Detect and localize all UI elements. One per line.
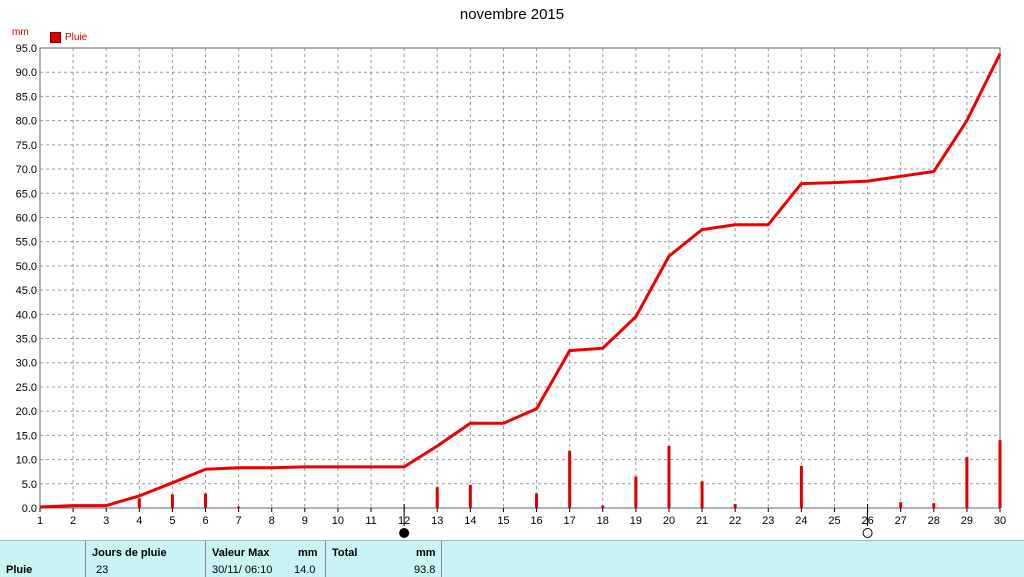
x-tick-label: 7 bbox=[236, 515, 242, 527]
y-tick-label: 55.0 bbox=[16, 237, 37, 249]
x-tick-label: 14 bbox=[464, 515, 476, 527]
x-tick-label: 3 bbox=[103, 515, 109, 527]
legend-label: Pluie bbox=[65, 32, 88, 43]
daily-rain-bar bbox=[799, 465, 803, 508]
total-unit: mm bbox=[416, 547, 436, 559]
x-tick-label: 9 bbox=[302, 515, 308, 527]
daily-rain-bar bbox=[237, 506, 241, 508]
y-tick-label: 45.0 bbox=[16, 285, 37, 297]
full-moon-icon bbox=[862, 528, 873, 538]
legend-swatch bbox=[50, 32, 61, 43]
valmax-value: 14.0 bbox=[294, 564, 316, 576]
footer-row-label: Pluie bbox=[6, 564, 33, 576]
x-tick-label: 10 bbox=[332, 515, 344, 527]
daily-rain-bar bbox=[468, 484, 472, 508]
daily-rain-bar bbox=[733, 504, 737, 508]
x-tick-label: 15 bbox=[497, 515, 509, 527]
x-tick-label: 18 bbox=[597, 515, 609, 527]
total-value: 93.8 bbox=[414, 564, 436, 576]
x-tick-label: 30 bbox=[994, 515, 1006, 527]
jours-value: 23 bbox=[96, 564, 109, 576]
x-tick-label: 27 bbox=[895, 515, 907, 527]
y-tick-label: 80.0 bbox=[16, 116, 37, 128]
daily-rain-bar bbox=[700, 481, 704, 508]
footer-total-cell: Total mm 93.8 bbox=[326, 541, 442, 577]
x-tick-label: 8 bbox=[269, 515, 275, 527]
y-tick-label: 0.0 bbox=[22, 503, 37, 515]
y-tick-label: 10.0 bbox=[16, 455, 37, 467]
rain-chart: 0.0 5.0 10.0 15.0 20.0 25.0 30.0 35.0 40.0 45.0 50… bbox=[16, 43, 1006, 538]
valmax-unit: mm bbox=[298, 547, 318, 559]
footer-valmax-cell: Valeur Max mm 30/11/ 06:10 14.0 bbox=[206, 541, 326, 577]
daily-rain-bar bbox=[535, 493, 539, 508]
new-moon-icon bbox=[399, 528, 410, 538]
y-tick-label: 70.0 bbox=[16, 164, 37, 176]
daily-rain-bar bbox=[899, 502, 903, 508]
y-tick-label: 75.0 bbox=[16, 140, 37, 152]
footer-jours-cell: Jours de pluie 23 bbox=[86, 541, 206, 577]
y-tick-label: 65.0 bbox=[16, 188, 37, 200]
x-tick-label: 11 bbox=[365, 515, 376, 527]
daily-rain-bar bbox=[998, 440, 1002, 508]
daily-rain-bar bbox=[932, 503, 936, 508]
y-tick-label: 25.0 bbox=[16, 382, 37, 394]
x-tick-label: 1 bbox=[37, 515, 43, 527]
y-tick-label: 85.0 bbox=[16, 91, 37, 103]
x-tick-label: 2 bbox=[70, 515, 76, 527]
x-tick-label: 22 bbox=[729, 515, 741, 527]
x-tick-label: 6 bbox=[202, 515, 208, 527]
x-tick-label: 24 bbox=[795, 515, 807, 527]
total-label: Total bbox=[332, 547, 358, 559]
x-tick-label: 4 bbox=[136, 515, 142, 527]
summary-footer: Pluie Jours de pluie 23 Valeur Max mm 30… bbox=[0, 540, 1024, 577]
daily-rain-bar bbox=[601, 505, 605, 508]
x-tick-label: 25 bbox=[828, 515, 840, 527]
x-tick-label: 23 bbox=[762, 515, 774, 527]
y-tick-label: 30.0 bbox=[16, 358, 37, 370]
x-tick-label: 21 bbox=[696, 515, 708, 527]
y-tick-label: 5.0 bbox=[22, 479, 37, 491]
valmax-label: Valeur Max bbox=[212, 547, 270, 559]
jours-label: Jours de pluie bbox=[92, 547, 167, 559]
y-unit-label: mm bbox=[12, 27, 29, 38]
y-tick-label: 90.0 bbox=[16, 67, 37, 79]
x-tick-label: 29 bbox=[961, 515, 973, 527]
daily-rain-bar bbox=[667, 446, 671, 508]
y-tick-label: 50.0 bbox=[16, 261, 37, 273]
daily-rain-bar bbox=[204, 493, 208, 508]
daily-rain-bar bbox=[634, 476, 638, 508]
plot-area bbox=[39, 47, 1001, 509]
y-tick-label: 35.0 bbox=[16, 334, 37, 346]
footer-label-cell: Pluie bbox=[0, 541, 86, 577]
daily-rain-bar bbox=[568, 450, 572, 508]
y-tick-label: 15.0 bbox=[16, 430, 37, 442]
valmax-date: 30/11/ 06:10 bbox=[212, 564, 273, 576]
y-tick-label: 95.0 bbox=[16, 43, 37, 55]
daily-rain-bar bbox=[170, 494, 174, 508]
cumulative-rain-line bbox=[39, 53, 1002, 509]
legend: Pluie bbox=[50, 32, 87, 43]
x-tick-label: 28 bbox=[928, 515, 940, 527]
daily-rain-bar bbox=[435, 487, 439, 508]
x-tick-label: 19 bbox=[630, 515, 642, 527]
x-tick-label: 13 bbox=[431, 515, 443, 527]
daily-rain-bar bbox=[137, 498, 141, 508]
chart-title: novembre 2015 bbox=[459, 6, 565, 23]
x-tick-label: 17 bbox=[564, 515, 576, 527]
daily-rain-bar bbox=[965, 457, 969, 508]
x-tick-label: 16 bbox=[530, 515, 542, 527]
x-tick-label: 5 bbox=[169, 515, 175, 527]
y-tick-label: 20.0 bbox=[16, 406, 37, 418]
y-tick-label: 60.0 bbox=[16, 212, 37, 224]
y-tick-label: 40.0 bbox=[16, 309, 37, 321]
x-tick-label: 20 bbox=[663, 515, 675, 527]
